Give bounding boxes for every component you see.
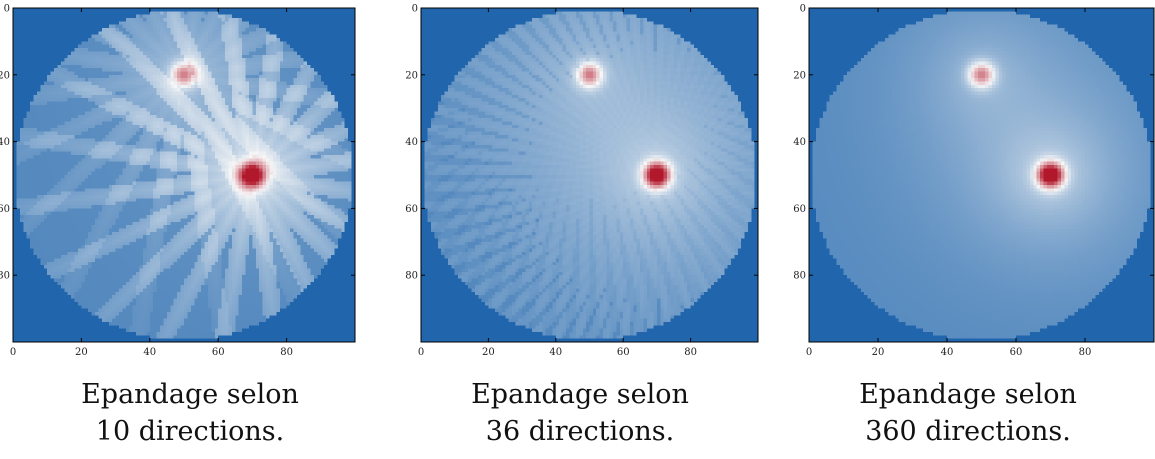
x-tick-label: 80: [280, 347, 293, 358]
plot-frame: [12, 7, 356, 343]
y-tick-label: 20: [793, 70, 806, 81]
y-tick-label: 40: [793, 137, 806, 148]
caption: Epandage selon 36 directions.: [390, 376, 770, 450]
x-tick-label: 60: [212, 347, 225, 358]
x-tick-label: 60: [617, 347, 630, 358]
x-tick-label: 20: [872, 347, 885, 358]
x-tick-label: 0: [10, 347, 16, 358]
heatmap-image: [13, 8, 355, 342]
panel-360-directions: 0 20 40 60 80 0 20 40 60 80 Epandage selon 360 di…: [778, 0, 1155, 459]
x-tick-label: 40: [143, 347, 156, 358]
plot-frame: [420, 7, 759, 343]
x-tick-label: 0: [418, 347, 424, 358]
panel-36-directions: 0 20 40 60 80 0 20 40 60 80 Epandage selon 36 dir…: [390, 0, 770, 459]
y-tick-label: 80: [405, 271, 418, 282]
y-tick-label: 20: [0, 70, 10, 81]
x-tick-label: 60: [1010, 347, 1023, 358]
caption: Epandage selon 360 directions.: [778, 376, 1155, 450]
heatmap-chart: 0 20 40 60 80 0 20 40 60 80: [0, 4, 356, 358]
y-tick-label: 60: [0, 204, 10, 215]
x-tick-label: 20: [75, 347, 88, 358]
y-tick-label: 40: [0, 137, 10, 148]
panel-10-directions: 0 20 40 60 80 0 20 40 60 80 Epandage selon 10 dir…: [0, 0, 380, 459]
plot-frame: [808, 7, 1155, 343]
y-tick-label: 60: [793, 204, 806, 215]
y-tick-label: 80: [793, 271, 806, 282]
caption-line1: Epandage selon: [81, 379, 299, 410]
heatmap-chart: 0 20 40 60 80 0 20 40 60 80: [793, 4, 1155, 358]
caption-line2: 36 directions.: [485, 416, 675, 447]
x-tick-label: 80: [684, 347, 697, 358]
x-tick-label: 40: [941, 347, 954, 358]
y-tick-label: 60: [405, 204, 418, 215]
y-tick-label: 0: [800, 4, 806, 15]
heatmap-image: [421, 8, 758, 342]
x-tick-label: 80: [1079, 347, 1092, 358]
y-tick-label: 0: [412, 4, 418, 15]
y-tick-label: 80: [0, 271, 10, 282]
x-tick-label: 20: [482, 347, 495, 358]
x-tick-label: 0: [806, 347, 812, 358]
y-tick-label: 0: [4, 4, 10, 15]
x-tick-label: 40: [549, 347, 562, 358]
caption-line1: Epandage selon: [471, 379, 689, 410]
heatmap-image: [809, 8, 1154, 342]
y-tick-label: 20: [405, 70, 418, 81]
caption: Epandage selon 10 directions.: [0, 376, 380, 450]
caption-line1: Epandage selon: [859, 379, 1077, 410]
y-tick-label: 40: [405, 137, 418, 148]
caption-line2: 10 directions.: [95, 416, 285, 447]
caption-line2: 360 directions.: [865, 416, 1071, 447]
heatmap-chart: 0 20 40 60 80 0 20 40 60 80: [405, 4, 759, 358]
